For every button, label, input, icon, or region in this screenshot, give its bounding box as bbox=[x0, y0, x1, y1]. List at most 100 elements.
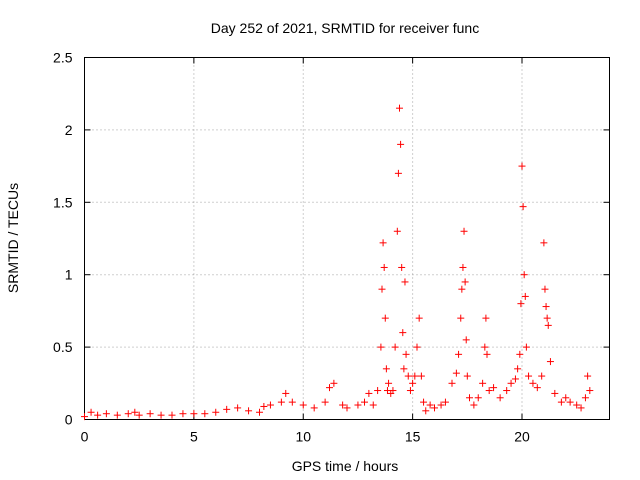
data-point bbox=[365, 389, 373, 397]
axis-ticks bbox=[84, 57, 610, 420]
data-point bbox=[458, 285, 466, 293]
data-point bbox=[266, 401, 274, 409]
data-point bbox=[201, 410, 209, 418]
data-point bbox=[461, 278, 469, 286]
data-point bbox=[516, 350, 524, 358]
data-point bbox=[541, 285, 549, 293]
data-point bbox=[330, 379, 338, 387]
data-point bbox=[394, 169, 402, 177]
data-point bbox=[562, 394, 570, 402]
data-point bbox=[538, 372, 546, 380]
data-point bbox=[234, 404, 242, 412]
y-tick-label: 2.5 bbox=[53, 50, 73, 66]
data-point bbox=[369, 401, 377, 409]
data-point bbox=[385, 379, 393, 387]
data-point bbox=[544, 321, 552, 329]
data-point bbox=[310, 404, 318, 412]
data-point bbox=[483, 350, 491, 358]
data-point bbox=[448, 379, 456, 387]
data-point bbox=[474, 394, 482, 402]
data-point bbox=[525, 372, 533, 380]
y-tick-label: 0.5 bbox=[53, 339, 73, 355]
data-point bbox=[81, 413, 88, 421]
data-point bbox=[179, 410, 187, 418]
data-point bbox=[540, 239, 548, 247]
data-point bbox=[389, 387, 397, 395]
data-point bbox=[277, 398, 285, 406]
data-point bbox=[533, 384, 541, 392]
data-point bbox=[543, 314, 551, 322]
data-point bbox=[397, 140, 405, 148]
data-point bbox=[379, 239, 387, 247]
y-axis-label: SRMTID / TECUs bbox=[5, 183, 21, 293]
data-point bbox=[401, 278, 409, 286]
data-point bbox=[190, 410, 198, 418]
data-point bbox=[256, 408, 263, 416]
data-point bbox=[146, 410, 154, 418]
data-point bbox=[381, 314, 389, 322]
data-point bbox=[399, 329, 407, 337]
data-point bbox=[157, 411, 165, 419]
data-point bbox=[87, 408, 95, 416]
data-point bbox=[94, 411, 102, 419]
y-tick-label: 1 bbox=[65, 267, 73, 283]
data-point bbox=[299, 401, 307, 409]
data-point bbox=[393, 227, 401, 235]
data-point bbox=[131, 408, 139, 416]
data-point bbox=[470, 401, 478, 409]
data-point bbox=[557, 398, 565, 406]
data-point bbox=[521, 292, 529, 300]
data-point bbox=[431, 404, 438, 412]
data-point bbox=[288, 398, 296, 406]
data-point bbox=[551, 389, 559, 397]
data-point bbox=[485, 387, 493, 395]
data-point bbox=[459, 263, 467, 271]
data-point bbox=[260, 402, 268, 410]
data-point bbox=[518, 162, 526, 170]
data-point bbox=[212, 408, 220, 416]
data-point bbox=[124, 410, 132, 418]
data-point bbox=[462, 336, 470, 344]
data-point bbox=[546, 358, 554, 366]
data-point bbox=[339, 401, 347, 409]
y-tick-label: 2 bbox=[65, 122, 73, 138]
data-point bbox=[479, 379, 487, 387]
data-point bbox=[398, 263, 406, 271]
data-point bbox=[361, 398, 368, 406]
chart-title: Day 252 of 2021, SRMTID for receiver fun… bbox=[211, 20, 479, 36]
plot-frame bbox=[84, 57, 610, 420]
x-tick-label: 0 bbox=[81, 429, 89, 445]
data-point bbox=[482, 314, 490, 322]
data-point bbox=[326, 384, 333, 392]
data-point bbox=[404, 372, 412, 380]
data-point bbox=[529, 379, 537, 387]
data-point bbox=[321, 398, 329, 406]
x-tick-label: 5 bbox=[190, 429, 198, 445]
data-point bbox=[113, 411, 121, 419]
data-point bbox=[514, 365, 522, 373]
data-point bbox=[168, 411, 176, 419]
data-point bbox=[420, 398, 428, 406]
data-point bbox=[441, 398, 449, 406]
data-point bbox=[481, 343, 489, 351]
data-point bbox=[354, 401, 362, 409]
data-point bbox=[457, 314, 465, 322]
x-tick-label: 10 bbox=[295, 429, 311, 445]
data-point bbox=[402, 350, 410, 358]
data-point bbox=[396, 104, 403, 112]
data-point bbox=[577, 404, 585, 412]
data-point bbox=[422, 407, 430, 415]
data-point bbox=[466, 394, 473, 402]
data-point bbox=[455, 350, 463, 358]
data-point bbox=[102, 410, 110, 418]
data-point bbox=[586, 387, 594, 395]
data-point bbox=[573, 401, 581, 409]
data-point bbox=[377, 343, 385, 351]
data-point bbox=[415, 314, 423, 322]
data-point bbox=[411, 372, 419, 380]
data-point bbox=[135, 411, 143, 419]
data-point bbox=[417, 372, 425, 380]
data-point bbox=[391, 343, 399, 351]
data-point bbox=[519, 203, 527, 211]
data-point bbox=[517, 300, 525, 308]
